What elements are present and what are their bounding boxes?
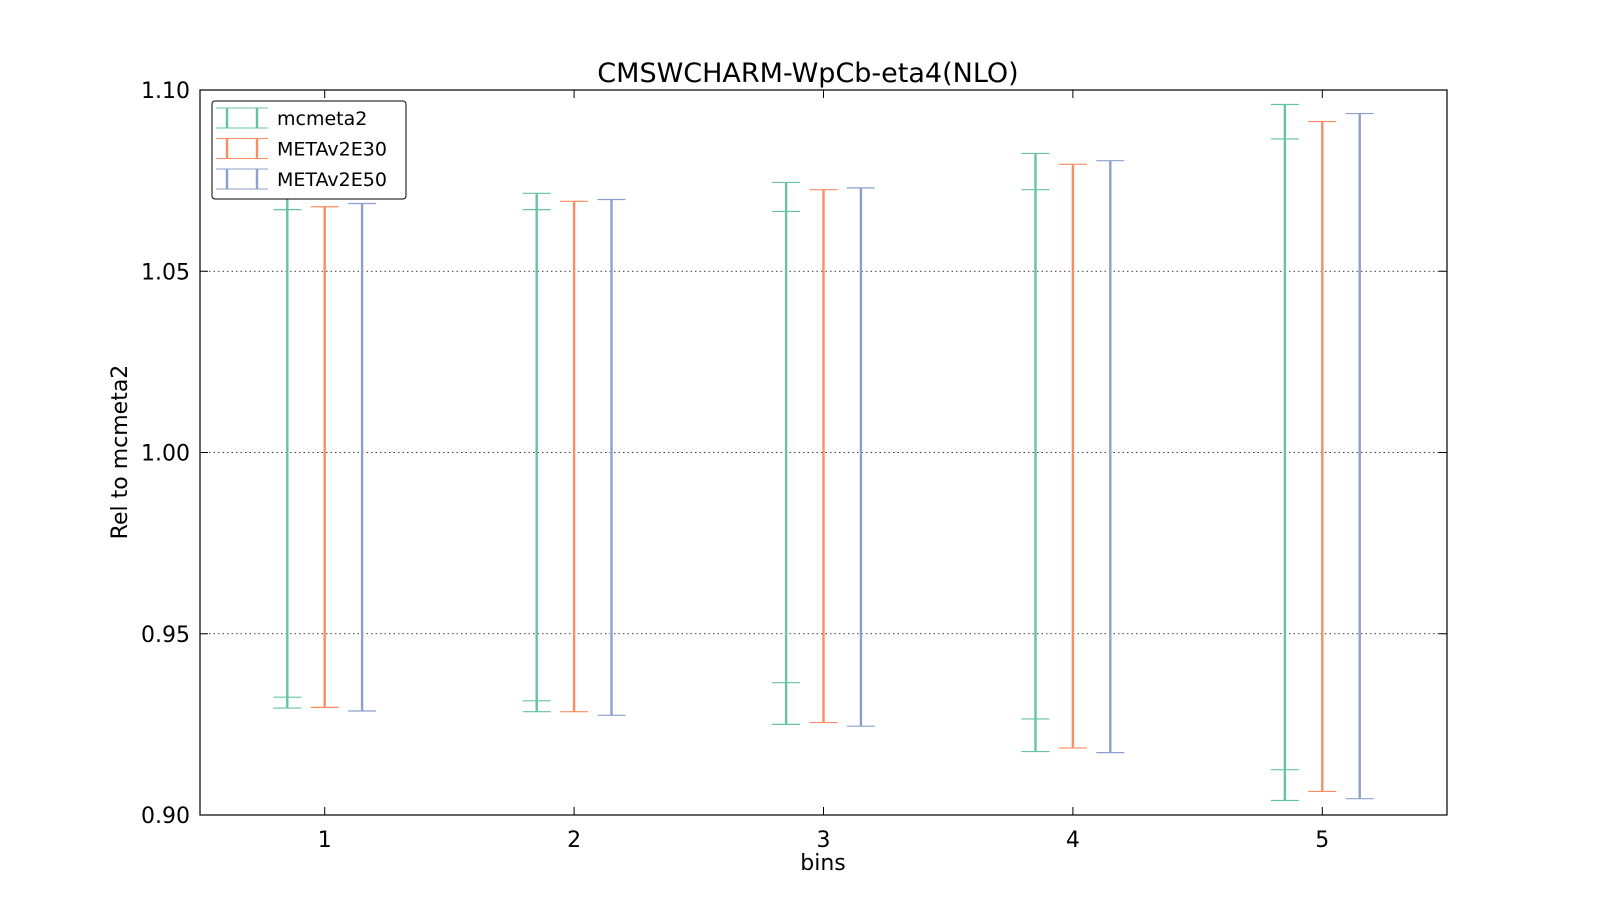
chart-title: CMSWCHARM-WpCb-eta4(NLO) <box>597 58 1018 89</box>
errorbar-mcmeta2 <box>522 192 551 713</box>
x-tick-label: 5 <box>1315 828 1329 853</box>
y-tick-label: 0.90 <box>141 804 190 829</box>
y-axis-label: Rel to mcmeta2 <box>108 365 133 540</box>
errorbar-metav2e30 <box>809 189 838 724</box>
legend-label: mcmeta2 <box>277 108 367 130</box>
x-tick-label: 4 <box>1066 828 1080 853</box>
y-tick-label: 1.05 <box>141 260 190 285</box>
errorbar-metav2e50 <box>1096 160 1125 754</box>
errorbar-metav2e30 <box>560 200 589 713</box>
axis-ticks: 0.90 0.95 1.00 1.05 1.10 1 2 3 4 5 <box>141 79 1447 853</box>
legend-entry-mcmeta2: mcmeta2 <box>216 107 367 130</box>
errorbar-metav2e30 <box>1058 163 1087 749</box>
data-marks <box>273 103 1374 802</box>
legend-label: METAv2E30 <box>277 139 387 161</box>
errorbar-mcmeta2 <box>772 181 801 725</box>
legend-box <box>211 100 407 200</box>
x-tick-label: 2 <box>567 828 581 853</box>
legend-entry-metav2e50: METAv2E50 <box>216 168 387 191</box>
errorbar-metav2e50 <box>1345 112 1374 800</box>
errorbar-metav2e30 <box>1308 120 1337 793</box>
errorbar-mcmeta2 <box>273 198 302 709</box>
x-axis-label: bins <box>800 851 845 876</box>
y-tick-label: 1.00 <box>141 442 190 467</box>
x-tick-label: 1 <box>318 828 332 853</box>
x-tick-label: 3 <box>817 828 831 853</box>
errorbar-metav2e50 <box>846 187 875 727</box>
errorbar-metav2e30 <box>310 206 339 708</box>
legend-label: METAv2E50 <box>277 169 387 191</box>
errorbar-mcmeta2 <box>1021 152 1050 753</box>
grid-lines <box>200 270 1447 635</box>
errorbar-metav2e50 <box>597 198 626 716</box>
legend-entry-metav2e30: METAv2E30 <box>216 138 387 161</box>
errorbar-metav2e50 <box>348 202 377 712</box>
y-tick-label: 0.95 <box>141 623 190 648</box>
errorbar-mcmeta2 <box>1270 103 1299 802</box>
y-tick-label: 1.10 <box>141 79 190 104</box>
legend: mcmeta2 METAv2E30 METAv2E50 <box>211 100 407 200</box>
